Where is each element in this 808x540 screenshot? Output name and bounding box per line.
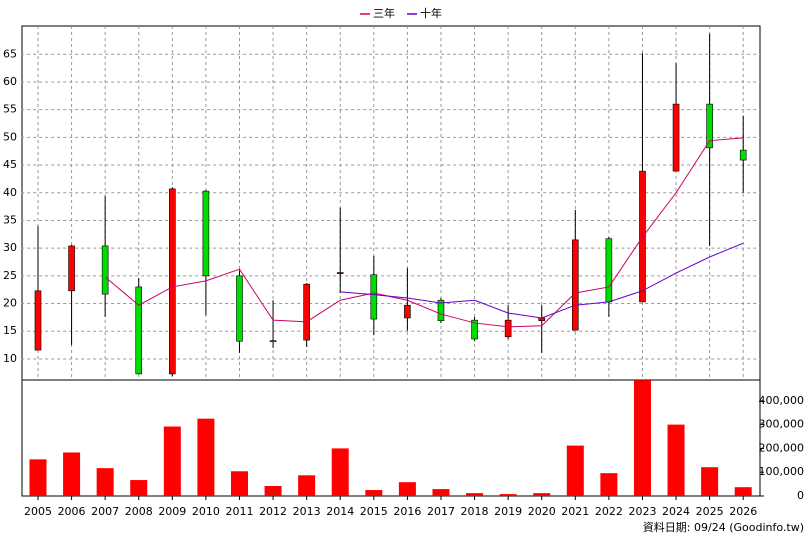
candle-body [202,190,210,277]
plot-frame [21,25,761,497]
legend-label: 三年 [373,6,395,20]
x-tick-label: 2009 [158,505,186,518]
x-tick-label: 2020 [528,505,556,518]
candle-body [135,286,143,375]
footer-note: 資料日期: 09/24 (Goodinfo.tw) [643,520,804,534]
volume-bar [466,493,484,496]
volume-bar [96,468,114,496]
x-tick-label: 2005 [24,505,52,518]
candle-body [34,290,42,351]
x-tick-label: 2016 [393,505,421,518]
candle-body [370,274,378,320]
candle-body [672,103,680,172]
y-tick-label: 55 [3,103,17,116]
candle-body [303,283,310,341]
volume-bar [264,486,282,496]
x-tick-label: 2025 [696,505,724,518]
candle-body [336,272,344,274]
volume-bar [230,471,248,496]
volume-bar [298,475,316,496]
x-tick-label: 2023 [628,505,656,518]
y2-tick-label: 200,000 [759,441,805,454]
x-tick-label: 2019 [494,505,522,518]
ma-line [104,137,744,328]
candle-body [236,275,243,342]
legend-label: 十年 [420,6,442,20]
candle-body [68,245,75,292]
x-tick-label: 2008 [125,505,153,518]
candle-body [504,319,512,338]
volume-bar [63,452,81,496]
candle-body [471,319,478,340]
x-tick-label: 2015 [360,505,388,518]
x-tick-label: 2024 [662,505,690,518]
x-tick-label: 2021 [561,505,589,518]
candle-body [571,239,579,331]
volume-bar [533,493,551,496]
x-tick-label: 2026 [729,505,757,518]
x-tick-label: 2011 [225,505,253,518]
y2-tick-label: 100,000 [759,465,805,478]
y2-tick-label: 0 [797,489,804,502]
x-tick-label: 2018 [461,505,489,518]
volume-bar [163,426,181,496]
x-tick-label: 2006 [58,505,86,518]
volume-bar [130,480,148,496]
volume-bar [600,473,618,496]
candle-body [437,299,445,322]
x-tick-label: 2017 [427,505,455,518]
candle-body [605,238,613,303]
y2-tick-label: 400,000 [759,394,805,407]
y2-tick-label: 300,000 [759,418,805,431]
y-tick-label: 25 [3,269,17,282]
candle-body [101,245,109,295]
candle-body [739,149,747,161]
volume-bar [197,418,215,496]
candle-body [706,103,713,149]
volume-bar [365,490,383,496]
y-tick-label: 15 [3,324,17,337]
volume-bar [398,482,416,496]
volume-bar [734,487,752,496]
y-tick-label: 50 [3,130,17,143]
volume-bar [633,380,651,496]
volume-bar [331,448,349,496]
y-tick-label: 20 [3,297,17,310]
x-tick-label: 2010 [192,505,220,518]
x-tick-label: 2012 [259,505,287,518]
x-tick-label: 2007 [91,505,119,518]
volume-bar [566,445,584,496]
y-tick-label: 60 [3,75,17,88]
volume-bar [432,489,450,496]
volume-bar [29,459,47,496]
volume-bar [667,424,685,496]
y-tick-label: 35 [3,213,17,226]
candle-body [169,188,176,375]
y-tick-label: 65 [3,47,17,60]
x-tick-label: 2014 [326,505,354,518]
y-tick-label: 40 [3,186,17,199]
y-tick-label: 10 [3,352,17,365]
volume-bar [499,494,517,496]
y-tick-label: 45 [3,158,17,171]
candle-body [404,304,411,319]
candle-body [269,340,277,343]
x-tick-label: 2013 [293,505,321,518]
y-tick-label: 30 [3,241,17,254]
x-tick-label: 2022 [595,505,623,518]
ma-line [340,242,744,319]
volume-bar [701,467,719,496]
